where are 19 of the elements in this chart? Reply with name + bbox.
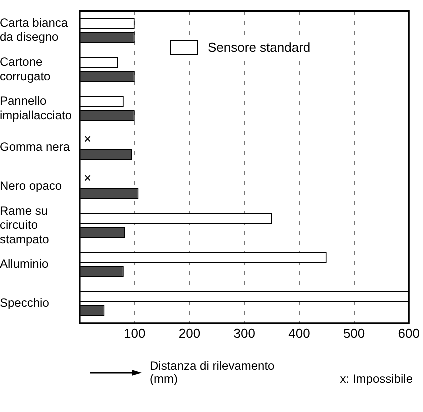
y-tick-label: Pannello impiallacciato bbox=[0, 94, 72, 122]
y-tick-label: Carta bianca da disegno bbox=[0, 16, 68, 44]
text: Sensore standard bbox=[208, 40, 311, 55]
y-tick-label: Cartone corrugato bbox=[0, 54, 52, 84]
x-tick-label: 600 bbox=[398, 326, 420, 341]
y-tick-label: Rame su circuito stampato bbox=[0, 204, 50, 247]
x-axis-title: Distanza di rilevamento (mm) bbox=[150, 359, 276, 386]
y-tick-label: Gomma nera bbox=[0, 140, 70, 154]
text: x: Impossibile bbox=[340, 372, 413, 386]
x-tick-label: 500 bbox=[343, 326, 366, 341]
x-tick-label: 100 bbox=[124, 326, 146, 341]
annotation: × bbox=[84, 170, 92, 186]
y-tick-label: Alluminio bbox=[0, 257, 50, 272]
x-tick-label: 300 bbox=[234, 326, 256, 341]
y-tick-label: Specchio bbox=[0, 296, 50, 310]
x-tick-label: 200 bbox=[178, 326, 201, 341]
annotation: × bbox=[84, 132, 92, 147]
x-tick-label: 400 bbox=[288, 326, 310, 341]
y-tick-label: Nero opaco bbox=[0, 179, 62, 194]
